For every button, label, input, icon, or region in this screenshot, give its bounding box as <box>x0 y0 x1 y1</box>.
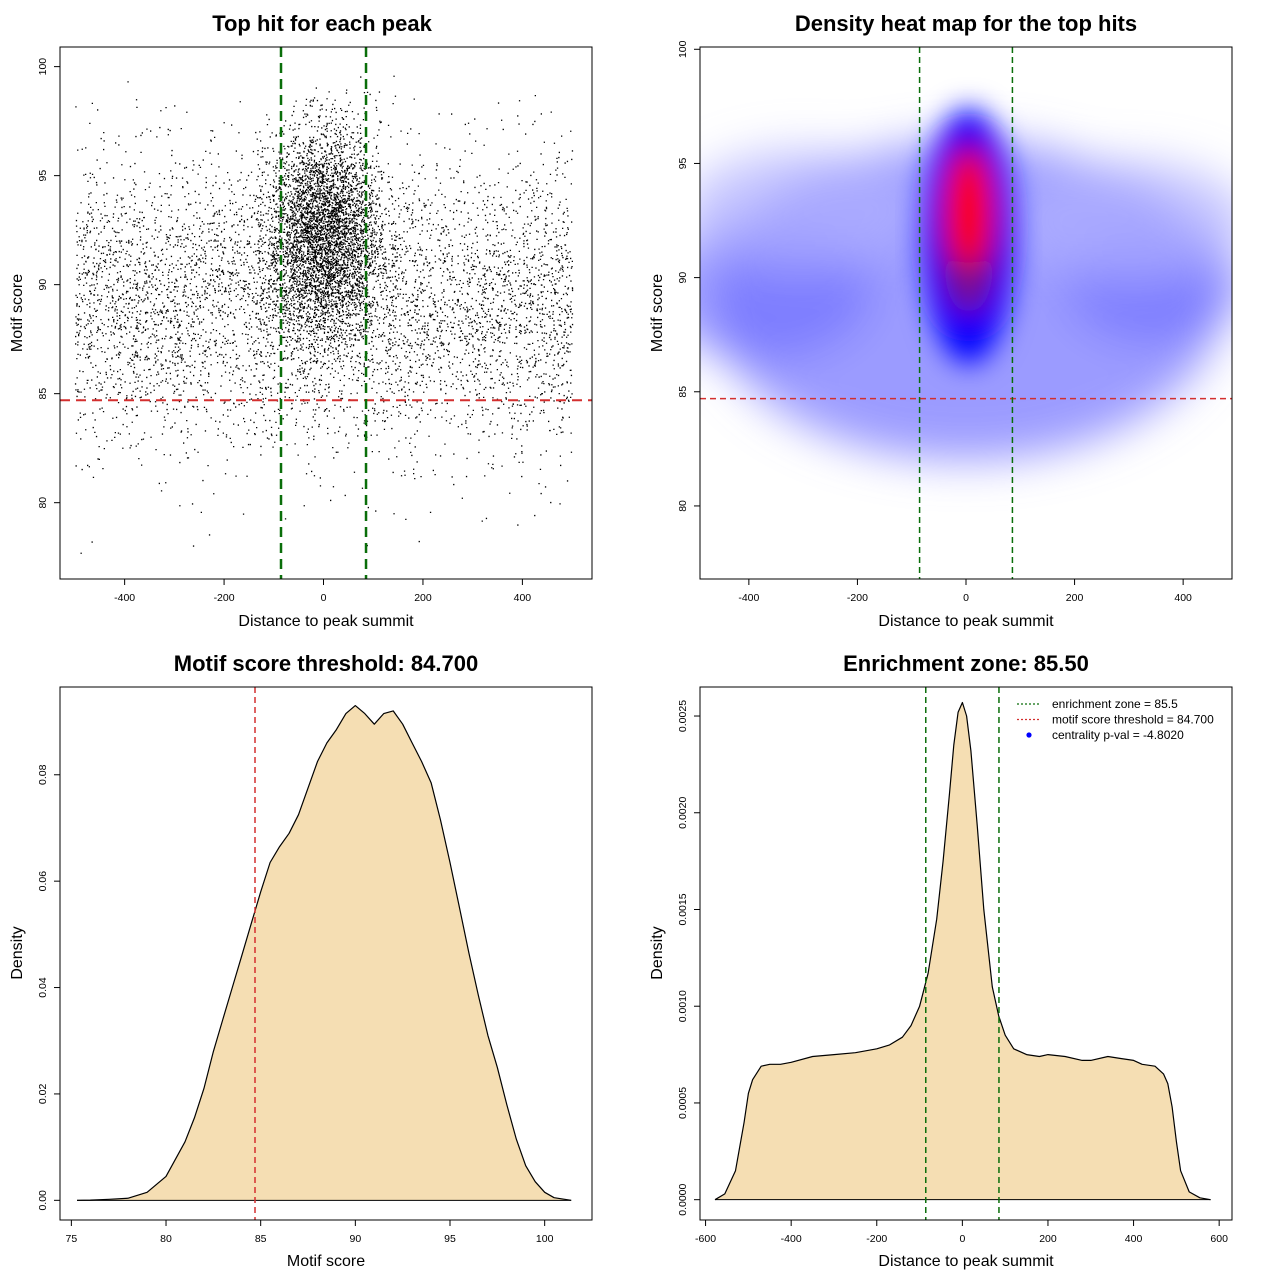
y-tick-label: 0.08 <box>37 764 49 785</box>
y-tick-label: 0.06 <box>37 871 49 892</box>
x-tick-label: 400 <box>514 592 532 604</box>
density-fill <box>77 705 572 1201</box>
x-tick-label: 100 <box>536 1233 554 1245</box>
y-tick-label: 100 <box>37 58 49 76</box>
density-fill <box>715 702 1211 1200</box>
distance-density-y-axis: 0.0000 0.0005 0.0010 0.0015 0.0020 0.0025 <box>677 700 701 1216</box>
y-tick-label: 85 <box>37 388 49 400</box>
y-tick-label: 85 <box>677 386 689 398</box>
score-density-title: Motif score threshold: 84.700 <box>174 651 478 676</box>
x-tick-label: 75 <box>66 1233 78 1245</box>
heatmap-title: Density heat map for the top hits <box>795 11 1137 36</box>
score-density-x-axis: 75 80 85 90 95 100 <box>66 1219 554 1245</box>
density-line <box>76 705 572 1201</box>
distance-density-y-label: Density <box>649 926 666 979</box>
distance-density-legend: enrichment zone = 85.5 motif score thresh… <box>1017 697 1214 742</box>
x-tick-label: -200 <box>214 592 235 604</box>
y-tick-label: 90 <box>677 272 689 284</box>
score-density-x-label: Motif score <box>287 1253 365 1270</box>
x-tick-label: 400 <box>1125 1233 1143 1245</box>
y-tick-label: 80 <box>37 497 49 509</box>
y-tick-label: 95 <box>677 157 689 169</box>
x-tick-label: 0 <box>963 592 969 604</box>
y-tick-label: 0.00 <box>37 1190 49 1211</box>
y-tick-label: 0.0015 <box>677 893 689 925</box>
heatmap-blur-core <box>922 108 1015 365</box>
score-density-y-label: Density <box>9 926 26 979</box>
x-tick-label: 0 <box>959 1233 965 1245</box>
y-tick-label: 95 <box>37 170 49 182</box>
heatmap-panel: Density heat map for the top hits -400 -2… <box>649 11 1233 630</box>
x-tick-label: 95 <box>444 1233 456 1245</box>
score-density-curve <box>76 705 572 1201</box>
y-tick-label: 0.02 <box>37 1084 49 1105</box>
y-tick-label: 0.0005 <box>677 1087 689 1119</box>
heatmap-blur-base <box>700 140 1232 461</box>
y-tick-label: 0.04 <box>37 977 49 998</box>
heatmap-y-axis: 80 85 90 95 100 <box>677 40 701 512</box>
x-tick-label: 200 <box>1066 592 1084 604</box>
scatter-points <box>74 75 574 554</box>
scatter-point <box>74 75 574 554</box>
heatmap-blob <box>1008 160 1232 281</box>
scatter-y-axis: 80 85 90 95 100 <box>37 58 61 509</box>
x-tick-label: 80 <box>160 1233 172 1245</box>
legend-marker <box>1026 732 1032 738</box>
heatmap-x-axis: -400 -200 0 200 400 <box>738 578 1192 604</box>
y-tick-label: 0.0000 <box>677 1183 689 1215</box>
heatmap-density <box>700 47 1232 579</box>
scatter-x-label: Distance to peak summit <box>238 613 414 630</box>
score-density-panel: Motif score threshold: 84.700 75 80 85 90 95… <box>9 651 593 1270</box>
y-tick-label: 80 <box>677 500 689 512</box>
scatter-reference-lines <box>60 47 592 579</box>
x-tick-label: -200 <box>866 1233 887 1245</box>
x-tick-label: -400 <box>114 592 135 604</box>
y-tick-label: 0.0025 <box>677 700 689 732</box>
distance-density-x-label: Distance to peak summit <box>878 1253 1054 1270</box>
scatter-x-axis: -400 -200 0 200 400 <box>114 578 532 604</box>
x-tick-label: 90 <box>350 1233 362 1245</box>
x-tick-label: 0 <box>321 592 327 604</box>
distance-density-title: Enrichment zone: 85.50 <box>843 651 1089 676</box>
heatmap-y-label: Motif score <box>649 274 666 352</box>
distance-density-curve <box>714 701 1211 1201</box>
x-tick-label: -400 <box>738 592 759 604</box>
legend-label: motif score threshold = 84.700 <box>1052 713 1214 727</box>
x-tick-label: -200 <box>847 592 868 604</box>
legend-label: enrichment zone = 85.5 <box>1052 697 1178 711</box>
distance-density-reference-lines <box>925 687 1000 1220</box>
heatmap-peak <box>956 183 981 236</box>
y-tick-label: 90 <box>37 279 49 291</box>
heatmap-blob <box>700 149 924 270</box>
x-tick-label: 85 <box>255 1233 267 1245</box>
x-tick-label: 600 <box>1210 1233 1228 1245</box>
y-tick-label: 0.0010 <box>677 990 689 1022</box>
x-tick-label: -400 <box>781 1233 802 1245</box>
distance-density-x-axis: -600 -400 -200 0 200 400 600 <box>695 1219 1228 1245</box>
x-tick-label: -600 <box>695 1233 716 1245</box>
score-density-y-axis: 0.00 0.02 0.04 0.06 0.08 <box>37 764 61 1211</box>
x-tick-label: 400 <box>1174 592 1192 604</box>
scatter-y-label: Motif score <box>9 274 26 352</box>
scatter-panel: Top hit for each peak -400 -200 0 200 400 80… <box>9 11 593 630</box>
distance-density-panel: Enrichment zone: 85.50 -600 -400 -200 0 200 4… <box>649 651 1233 1270</box>
scatter-title: Top hit for each peak <box>212 11 432 36</box>
x-tick-label: 200 <box>414 592 432 604</box>
legend-label: centrality p-val = -4.8020 <box>1052 728 1184 742</box>
density-line <box>714 701 1211 1201</box>
y-tick-label: 100 <box>677 40 689 58</box>
heatmap-x-label: Distance to peak summit <box>878 613 1054 630</box>
heatmap-reference-lines <box>700 47 1232 579</box>
y-tick-label: 0.0020 <box>677 797 689 829</box>
x-tick-label: 200 <box>1039 1233 1057 1245</box>
